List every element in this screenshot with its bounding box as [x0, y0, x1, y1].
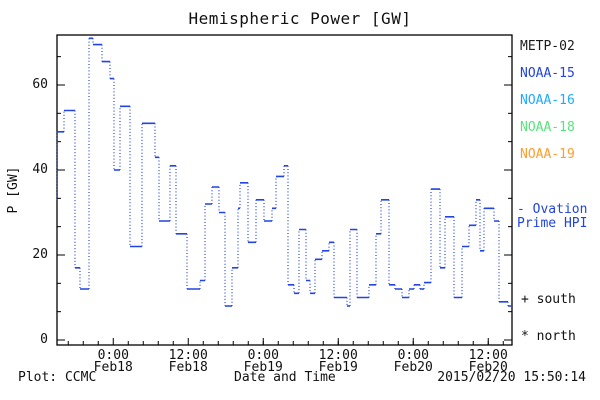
x-tick-time-label: 12:00 [318, 348, 358, 363]
plot-credit: Plot: CCMC [18, 370, 97, 385]
x-tick-time-label: 12:00 [468, 348, 508, 363]
x-tick-time-label: 0:00 [97, 348, 129, 363]
plot-frame [56, 34, 513, 346]
x-tick-date-label: Feb19 [318, 360, 358, 375]
legend-ovation-prime-hpi: - Ovation Prime HPI [517, 202, 588, 231]
y-tick-label: 20 [32, 247, 48, 262]
y-tick-label: 40 [32, 162, 48, 177]
x-tick-date-label: Feb19 [243, 360, 283, 375]
legend-item-metp-02: METP-02 [520, 39, 575, 54]
x-tick-date-label: Feb20 [393, 360, 433, 375]
x-tick-date-label: Feb18 [93, 360, 133, 375]
legend-item-noaa-18: NOAA-18 [520, 120, 575, 135]
legend-item-noaa-19: NOAA-19 [520, 147, 575, 162]
legend-item-noaa-15: NOAA-15 [520, 66, 575, 81]
legend-item-noaa-16: NOAA-16 [520, 93, 575, 108]
plot-timestamp: 2015/02/20 15:50:14 [437, 370, 586, 385]
hpi-step-line-segments [57, 37, 512, 307]
x-tick-date-label: Feb18 [168, 360, 208, 375]
x-tick-time-label: 0:00 [247, 348, 279, 363]
x-tick-time-label: 0:00 [397, 348, 429, 363]
chart-title: Hemispheric Power [GW] [188, 9, 412, 28]
y-tick-label: 0 [40, 332, 48, 347]
y-tick-label: 60 [32, 77, 48, 92]
legend-north-marker: * north [521, 329, 576, 344]
hpi-step-line-vertical-connectors [56, 38, 509, 306]
x-tick-time-label: 12:00 [168, 348, 208, 363]
legend-south-marker: + south [521, 292, 576, 307]
x-axis-label: Date and Time [234, 370, 336, 385]
x-tick-date-label: Feb20 [468, 360, 508, 375]
